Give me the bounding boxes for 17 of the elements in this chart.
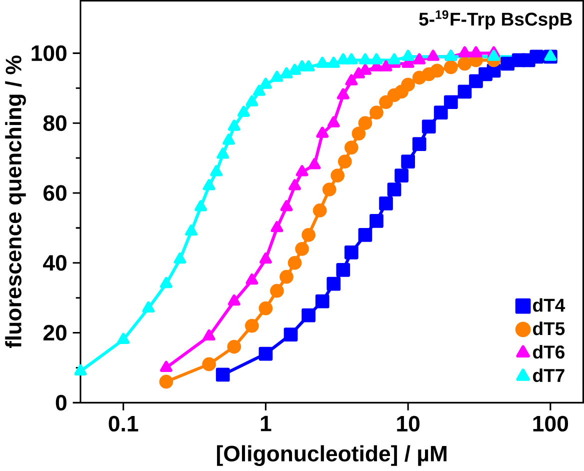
y-tick-label: 20 bbox=[43, 324, 66, 341]
y-tick-label: 100 bbox=[32, 45, 66, 62]
legend-label: dT6 bbox=[533, 345, 564, 359]
x-tick-label: 1 bbox=[260, 416, 272, 432]
text: 5-$^{19}$F-Trp BsCspB bbox=[419, 10, 572, 30]
y-tick-label: 0 bbox=[56, 394, 66, 410]
x-tick-label: 10 bbox=[397, 416, 420, 432]
legend-label: dT4 bbox=[533, 298, 566, 312]
y-axis-title: fluorescence quenching / % bbox=[5, 56, 26, 348]
y-tick-label: 80 bbox=[43, 115, 66, 131]
x-axis-title: [Oligonucleotide] / µM bbox=[217, 445, 446, 466]
x-tick-label: 0.1 bbox=[108, 416, 138, 432]
y-tick-label: 40 bbox=[43, 254, 66, 271]
legend-label: dT7 bbox=[533, 368, 564, 382]
legend-label: dT5 bbox=[533, 322, 565, 336]
y-tick-label: 60 bbox=[44, 185, 66, 201]
x-tick-label: 100 bbox=[533, 416, 568, 432]
